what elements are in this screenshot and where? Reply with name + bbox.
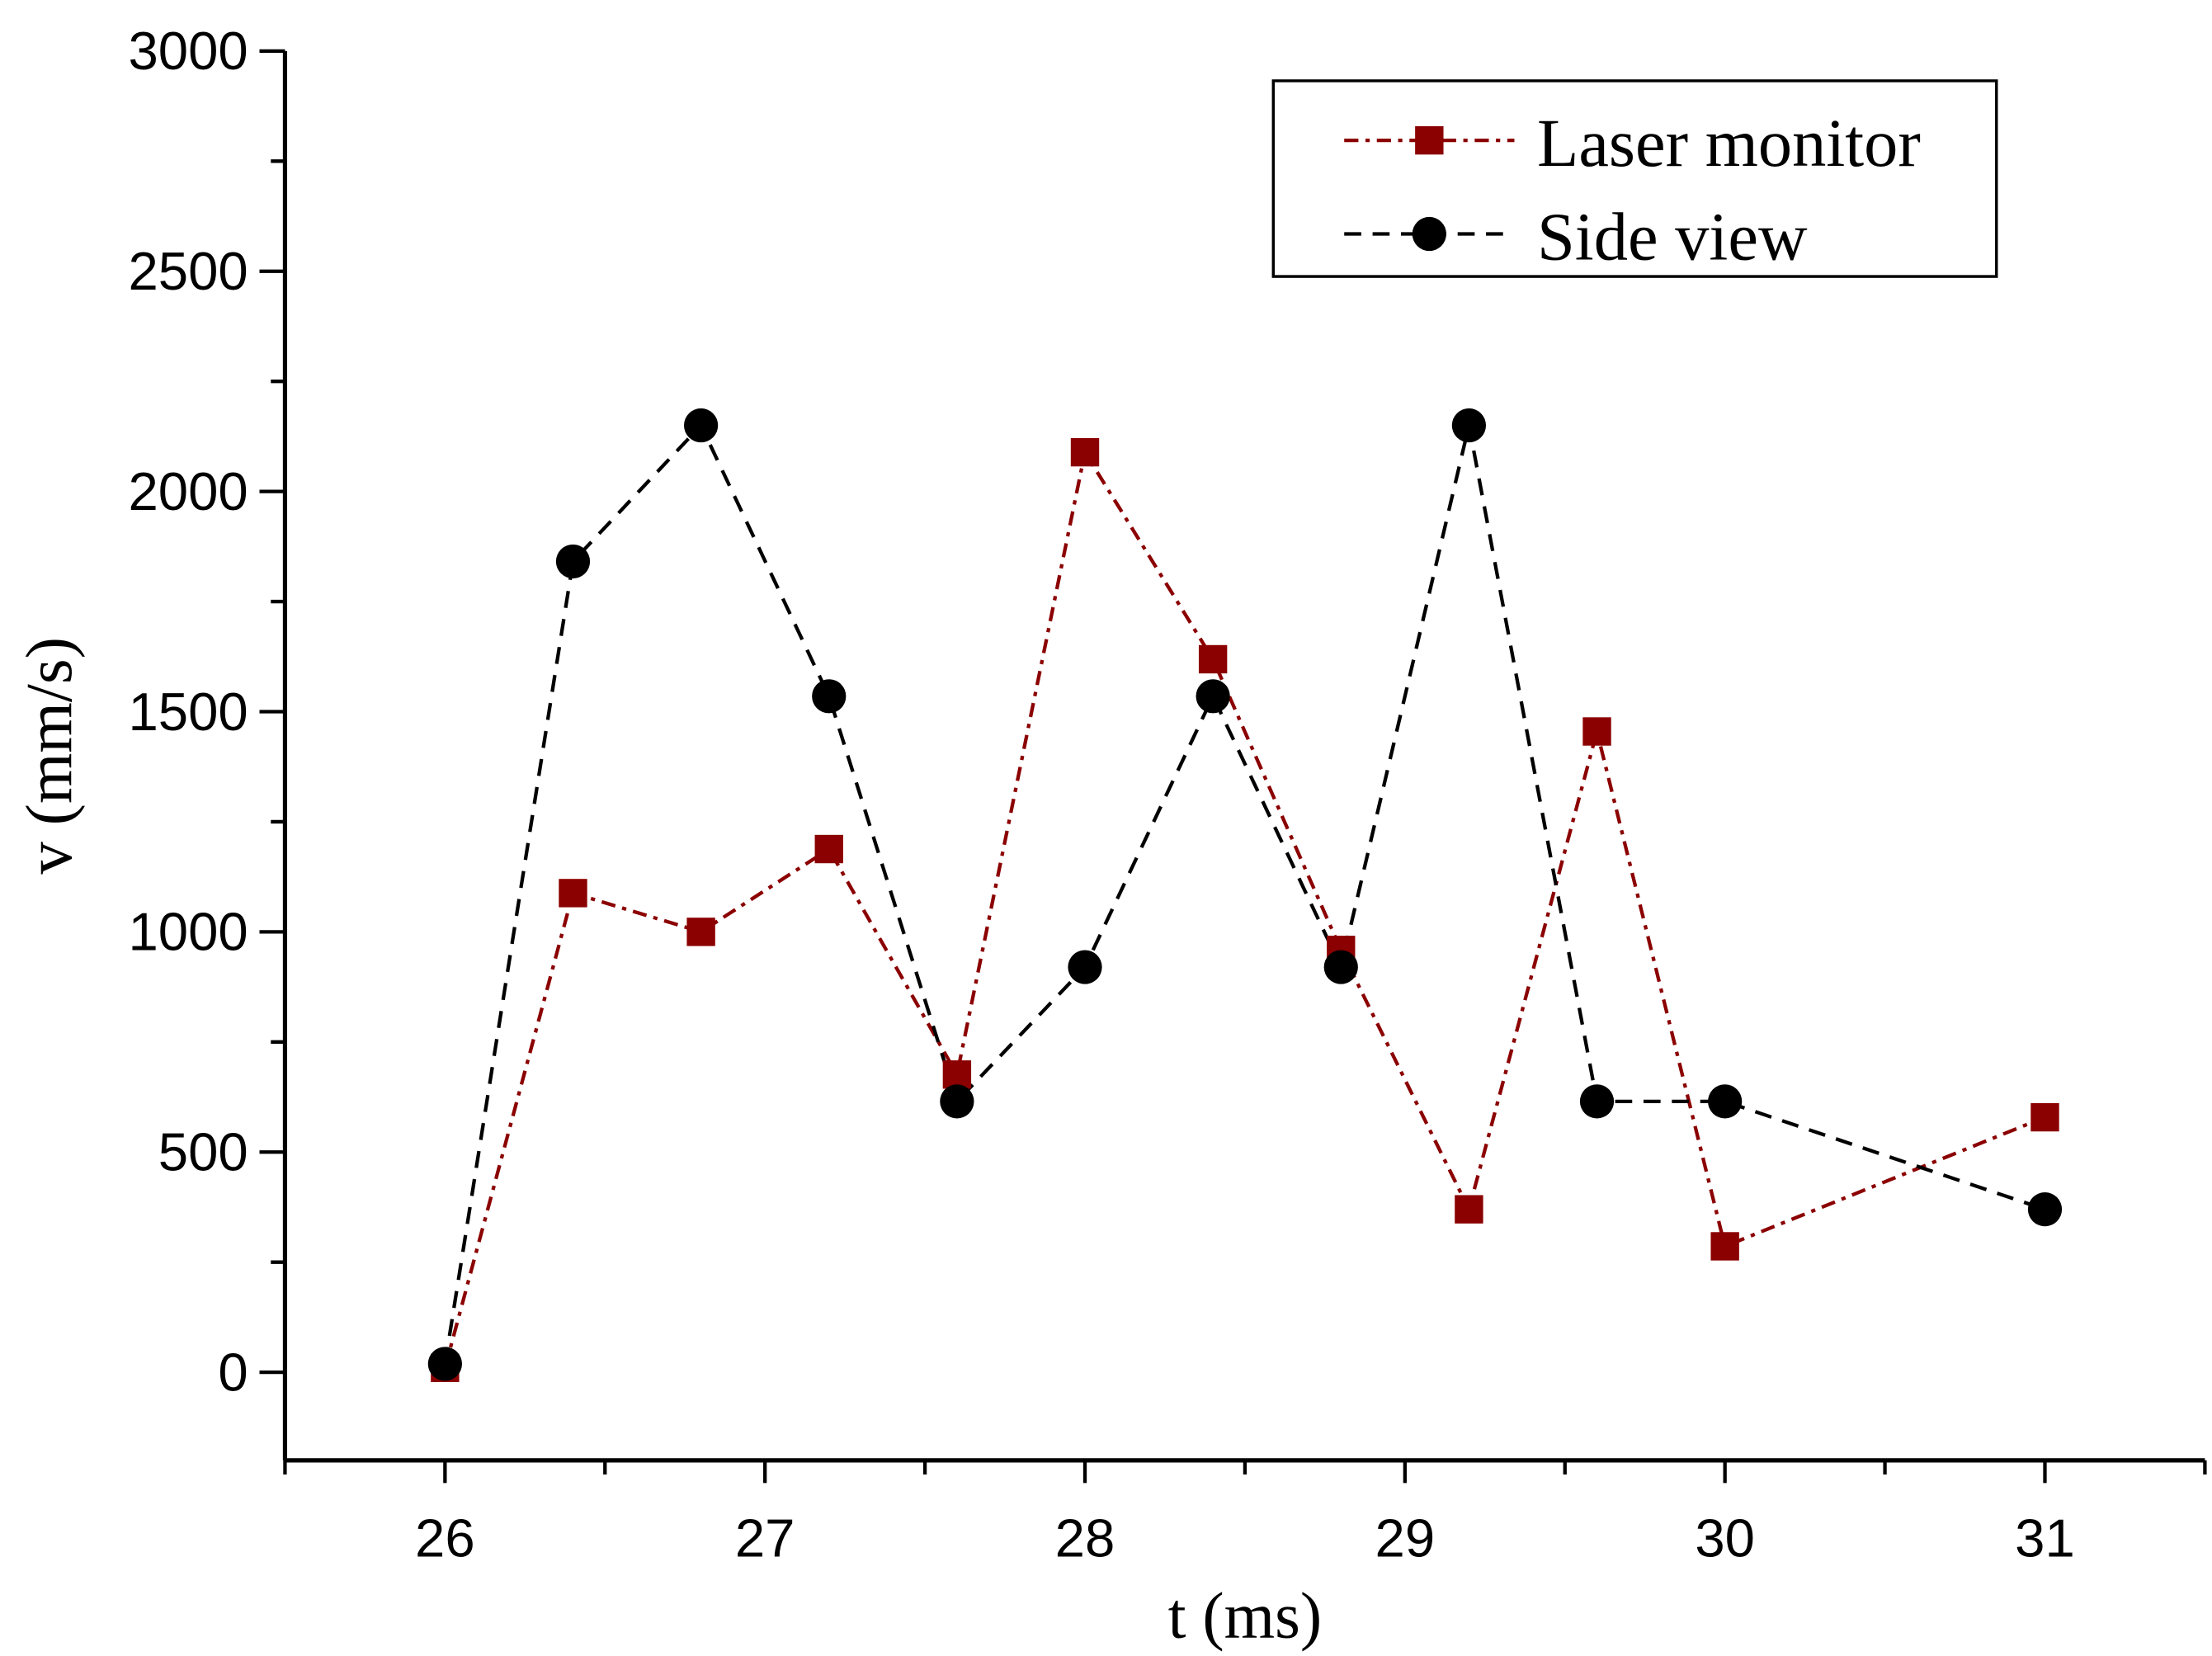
x-axis-label: t (ms) <box>1168 1581 1323 1653</box>
laser-monitor-point <box>942 1060 972 1089</box>
series-line-0 <box>443 447 2046 1369</box>
x-tick-label: 29 <box>1375 1508 1436 1569</box>
side-view-point <box>940 1084 974 1119</box>
y-tick-label: 500 <box>158 1122 248 1182</box>
side-view-point <box>427 1347 462 1381</box>
side-view-point <box>1451 408 1487 443</box>
x-tick-label: 27 <box>735 1508 795 1569</box>
laser-monitor-point <box>1455 1195 1483 1224</box>
side-view-point <box>1068 950 1102 984</box>
x-tick-label: 26 <box>415 1508 475 1569</box>
y-tick-label: 2000 <box>128 461 248 521</box>
laser-monitor-point <box>1070 437 1100 467</box>
y-axis-label: v (mm/s) <box>14 637 86 875</box>
legend-box <box>1271 79 1998 278</box>
laser-monitor-point <box>686 918 715 946</box>
laser-monitor-point <box>2030 1102 2059 1132</box>
side-view-point <box>1323 950 1358 984</box>
axes: 0 500 1000 1500 2000 2500 3000 26 27 28 29 30 31 <box>128 21 2207 1569</box>
side-view-point <box>555 544 591 579</box>
laser-monitor-point <box>1710 1232 1739 1261</box>
y-tick-label: 1000 <box>128 902 248 962</box>
y-tick-label: 2500 <box>128 241 248 301</box>
y-tick-label: 0 <box>218 1342 248 1402</box>
laser-monitor-point <box>814 834 843 864</box>
legend-label-laser-monitor: Laser monitor <box>1537 106 1921 181</box>
side-view-point <box>1708 1084 1743 1119</box>
x-tick-label: 30 <box>1695 1508 1755 1569</box>
side-view-point <box>2027 1192 2063 1227</box>
series-line-1 <box>443 422 2046 1365</box>
legend-square-marker-icon <box>1415 125 1444 155</box>
x-tick-label: 31 <box>2015 1508 2075 1569</box>
laser-monitor-point <box>1582 717 1611 746</box>
legend-label-side-view: Side view <box>1537 199 1808 274</box>
laser-monitor-point <box>1198 644 1228 674</box>
side-view-point <box>683 408 719 443</box>
legend-circle-marker-icon <box>1412 216 1446 252</box>
laser-monitor-point <box>559 879 587 908</box>
y-tick-label: 1500 <box>128 682 248 742</box>
x-tick-label: 28 <box>1055 1508 1115 1569</box>
legend: Laser monitor Side view <box>1271 79 1998 278</box>
series-layer <box>427 408 2063 1382</box>
side-view-point <box>1579 1084 1615 1119</box>
side-view-point <box>1196 679 1230 714</box>
y-tick-label: 3000 <box>128 21 248 81</box>
side-view-point <box>812 679 847 714</box>
